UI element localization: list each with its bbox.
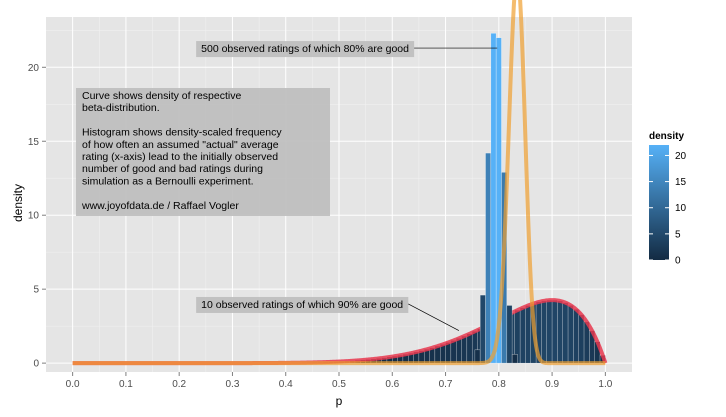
histogram-bar (445, 342, 452, 364)
note-line: Curve shows density of respective (82, 90, 241, 102)
histogram-bar (546, 299, 553, 364)
y-axis-title: density (11, 184, 25, 222)
legend-colorbar (649, 145, 669, 260)
histogram-bar (461, 335, 468, 364)
note-box (76, 88, 330, 216)
x-tick-label: 0.6 (385, 379, 399, 390)
note-line: simulation as a Bernoulli experiment. (82, 175, 254, 187)
histogram-bar (567, 305, 574, 364)
histogram-bar (511, 354, 518, 364)
note-line: number of good and bad ratings during (82, 163, 263, 175)
x-tick-label: 0.8 (492, 379, 506, 390)
x-axis-title: p (336, 394, 343, 408)
y-tick-label: 20 (28, 63, 40, 74)
histogram-bar (440, 344, 446, 364)
histogram-bar (490, 33, 497, 364)
y-tick-label: 15 (28, 137, 40, 148)
histogram-bar (562, 302, 569, 364)
x-tick-label: 0.5 (332, 379, 346, 390)
x-tick-label: 1.0 (598, 379, 612, 390)
histogram-bar (541, 300, 547, 364)
histogram-bar (485, 152, 492, 364)
annotation-pointer (408, 303, 460, 331)
note-line: beta-distribution. (82, 102, 160, 114)
histogram-bar (573, 309, 579, 364)
x-axis-ticks: 0.0 0.1 0.2 0.3 0.4 0.5 0.6 0.7 0.8 0.9 1.0 (66, 372, 613, 390)
note-line: rating (x-axis) lead to the initially ob… (82, 151, 278, 163)
legend-tick-label: 0 (675, 256, 681, 267)
histogram-bar (456, 338, 462, 364)
histogram-bar (551, 299, 558, 364)
histogram-bar (519, 307, 526, 364)
annotation: 10 observed ratings of which 90% are goo… (196, 296, 460, 331)
annotation-text: 10 observed ratings of which 90% are goo… (201, 299, 403, 311)
x-tick-label: 0.2 (172, 379, 186, 390)
x-tick-label: 0.4 (279, 379, 293, 390)
y-axis-ticks: 0 5 10 15 20 (28, 63, 46, 370)
x-tick-label: 0.7 (439, 379, 453, 390)
x-tick-label: 0.0 (66, 379, 80, 390)
legend-tick-label: 20 (675, 151, 687, 162)
histogram-bar (466, 333, 473, 364)
note-line: Histogram shows density-scaled frequency (82, 127, 282, 139)
annotations: 500 observed ratings of which 80% are go… (196, 41, 498, 331)
histogram-bar (450, 340, 457, 364)
annotation-box (196, 41, 415, 58)
y-tick-label: 5 (33, 285, 39, 296)
annotation-box (196, 296, 409, 313)
legend-tick-label: 5 (675, 229, 681, 240)
histogram-bar (506, 305, 513, 364)
density-curve-narrow (71, 0, 607, 366)
histogram-wide (290, 299, 606, 364)
info-note: Curve shows density of respectivebeta-di… (76, 88, 330, 216)
annotation: 500 observed ratings of which 80% are go… (196, 41, 498, 58)
note-line: of how often an assumed "actual" average (82, 139, 279, 151)
color-legend: density 0 5 10 15 20 (649, 131, 687, 267)
histogram-bar (525, 305, 531, 364)
x-tick-label: 0.9 (545, 379, 559, 390)
legend-tick-label: 10 (675, 203, 687, 214)
legend-title: density (649, 131, 684, 142)
x-tick-label: 0.1 (119, 379, 133, 390)
note-line: www.joyofdata.de / Raffael Vogler (81, 200, 239, 212)
curve-narrow-group (71, 0, 607, 366)
y-tick-label: 0 (33, 359, 39, 370)
histogram-bar (479, 294, 486, 364)
x-tick-label: 0.3 (226, 379, 240, 390)
histogram-bar (578, 314, 585, 364)
histogram-bar (557, 300, 563, 364)
legend-tick-label: 15 (675, 177, 687, 188)
y-tick-label: 10 (28, 211, 40, 222)
annotation-text: 500 observed ratings of which 80% are go… (201, 43, 409, 55)
